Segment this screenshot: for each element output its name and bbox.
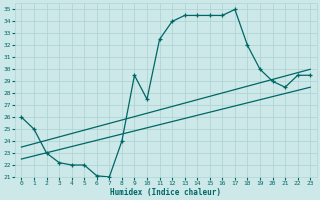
X-axis label: Humidex (Indice chaleur): Humidex (Indice chaleur) <box>110 188 221 197</box>
